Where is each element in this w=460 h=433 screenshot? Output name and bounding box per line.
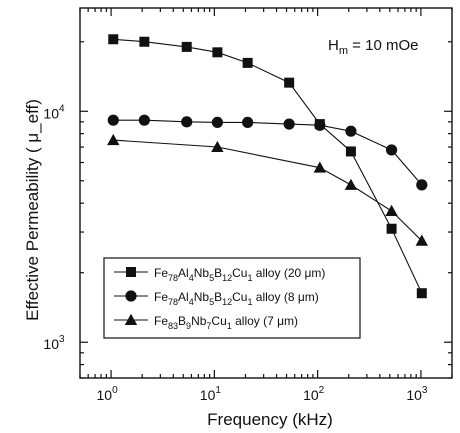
data-point xyxy=(107,114,119,126)
data-point xyxy=(313,161,327,173)
legend-label: Fe78Al4Nb5B12Cu1 alloy (20 μm) xyxy=(154,266,325,283)
data-point xyxy=(181,116,193,128)
series-line xyxy=(113,139,423,242)
data-point xyxy=(415,234,428,246)
plot-frame xyxy=(79,7,453,379)
series-circle xyxy=(107,114,428,191)
data-point xyxy=(314,119,326,131)
legend-marker xyxy=(125,290,137,302)
legend-marker xyxy=(126,267,136,277)
legend-box xyxy=(103,257,361,339)
data-point xyxy=(108,34,119,45)
x-tick-label: 100 xyxy=(97,385,119,403)
legend-entry: Fe78Al4Nb5B12Cu1 alloy (20 μm) xyxy=(114,266,325,283)
data-point xyxy=(385,204,398,216)
data-point xyxy=(211,116,223,128)
series-layer xyxy=(107,34,428,299)
series-line xyxy=(113,119,423,186)
legend-marker xyxy=(124,313,138,325)
data-point xyxy=(212,47,223,58)
data-point xyxy=(345,125,357,137)
data-point xyxy=(416,288,427,299)
data-point xyxy=(139,36,150,47)
x-tick-label: 101 xyxy=(200,385,222,403)
data-point xyxy=(107,133,120,146)
data-point xyxy=(345,146,356,157)
data-point xyxy=(211,140,224,153)
x-axis-label: Frequency (kHz) xyxy=(207,410,333,429)
data-point xyxy=(284,77,295,88)
legend-entry: Fe83B9Nb7Cu1 alloy (7 μm) xyxy=(114,313,298,331)
data-point xyxy=(181,41,192,52)
data-point xyxy=(386,223,397,234)
x-tick-label: 102 xyxy=(303,385,325,403)
data-point xyxy=(283,118,295,130)
legend-entry: Fe78Al4Nb5B12Cu1 alloy (8 μm) xyxy=(114,290,319,307)
data-point xyxy=(242,116,254,128)
axes: 100 101 102 103 103 104 xyxy=(43,7,453,403)
x-tick-label: 103 xyxy=(406,385,428,403)
legend-label: Fe78Al4Nb5B12Cu1 alloy (8 μm) xyxy=(154,290,319,307)
series-line xyxy=(113,38,423,294)
field-annotation: Hm = 10 mOe xyxy=(328,37,418,57)
legend: Fe78Al4Nb5B12Cu1 alloy (20 μm) Fe78Al4Nb5… xyxy=(103,257,361,339)
data-point xyxy=(138,114,150,126)
data-point xyxy=(344,178,358,190)
y-tick-label: 104 xyxy=(43,103,65,121)
legend-label: Fe83B9Nb7Cu1 alloy (7 μm) xyxy=(154,314,298,331)
data-point xyxy=(242,57,253,68)
data-point xyxy=(416,179,428,191)
series-triangle xyxy=(107,133,428,246)
y-tick-label: 103 xyxy=(43,334,65,352)
data-point xyxy=(385,144,398,156)
y-axis-label: Effective Permeability ( μ_eff) xyxy=(23,99,42,321)
